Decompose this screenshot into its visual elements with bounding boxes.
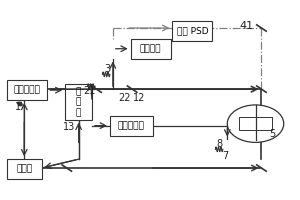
- Circle shape: [227, 105, 284, 142]
- Text: 3: 3: [104, 64, 110, 74]
- Text: 21: 21: [83, 86, 95, 96]
- Text: 计
算
机: 计 算 机: [76, 87, 81, 117]
- Text: 5: 5: [269, 129, 275, 139]
- Bar: [7, 80, 47, 100]
- Text: 8: 8: [217, 139, 223, 149]
- Text: 13: 13: [63, 122, 75, 132]
- Text: 22: 22: [118, 93, 131, 103]
- Bar: [172, 21, 212, 41]
- Text: 12: 12: [133, 93, 145, 103]
- Text: 1: 1: [15, 102, 21, 112]
- Bar: [239, 117, 272, 130]
- Text: 41: 41: [239, 21, 254, 31]
- Bar: [131, 39, 171, 59]
- Text: 光功率计: 光功率计: [140, 44, 161, 53]
- Text: 二维 PSD: 二维 PSD: [176, 26, 208, 35]
- Bar: [110, 116, 153, 136]
- Text: 宽光谱光源: 宽光谱光源: [14, 86, 41, 95]
- Text: 平台控制器: 平台控制器: [118, 121, 145, 130]
- Text: 光谱仪: 光谱仪: [16, 165, 32, 174]
- Bar: [7, 159, 41, 179]
- Bar: [65, 84, 92, 120]
- Text: 7: 7: [223, 151, 229, 161]
